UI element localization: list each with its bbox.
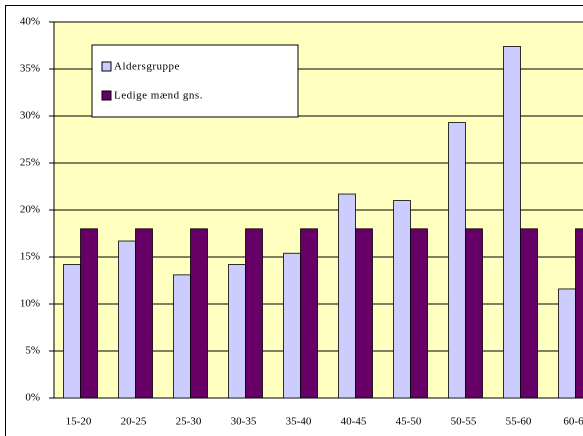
bar [355, 228, 373, 399]
x-tick-label: 45-50 [396, 416, 422, 428]
legend-swatch [101, 90, 112, 101]
legend-label: Aldersgruppe [114, 61, 180, 73]
bar [558, 288, 576, 399]
legend-label: Ledige mænd gns. [114, 90, 203, 102]
bar [575, 228, 583, 399]
bar [283, 252, 301, 399]
bar [465, 228, 483, 399]
y-tick-label: 35% [20, 63, 40, 75]
y-tick-label: 0% [25, 392, 40, 404]
y-tick-label: 5% [25, 345, 40, 357]
y-tick-label: 20% [20, 204, 40, 216]
x-tick-label: 30-35 [231, 416, 257, 428]
x-tick-label: 25-30 [176, 416, 202, 428]
bar [300, 228, 318, 399]
y-tick-label: 30% [20, 110, 40, 122]
y-tick-label: 25% [20, 157, 40, 169]
bar [228, 264, 246, 399]
x-tick-label: 55-60 [506, 416, 532, 428]
x-tick-label: 50-55 [451, 416, 477, 428]
bar [393, 200, 411, 399]
bar [190, 228, 208, 399]
x-tick-label: 35-40 [286, 416, 312, 428]
legend-box [91, 44, 299, 118]
bar [503, 46, 521, 399]
y-tick-label: 15% [20, 251, 40, 263]
bar [135, 228, 153, 399]
bar [410, 228, 428, 399]
bar [80, 228, 98, 399]
bar [448, 122, 466, 399]
bar [118, 240, 136, 399]
bar [338, 193, 356, 399]
y-tick-label: 10% [20, 298, 40, 310]
bar [173, 274, 191, 399]
x-tick-label: 40-45 [341, 416, 367, 428]
x-tick-label: 15-20 [66, 416, 92, 428]
bar [520, 228, 538, 399]
x-tick-label: 60-6 [563, 416, 583, 428]
x-tick-label: 20-25 [121, 416, 147, 428]
y-tick-label: 40% [20, 16, 40, 28]
bar [63, 264, 81, 399]
bar [245, 228, 263, 399]
legend-swatch [101, 61, 112, 72]
